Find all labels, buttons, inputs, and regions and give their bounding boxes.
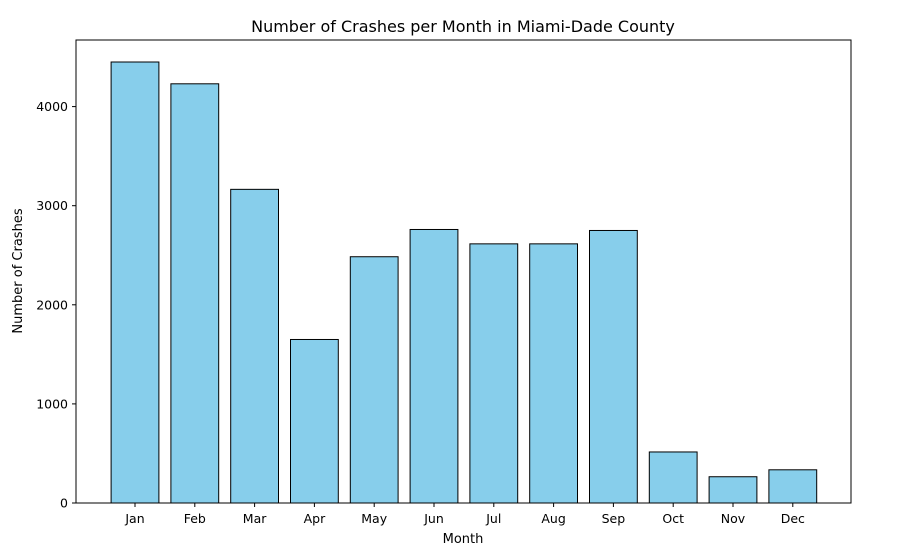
bar-aug (529, 243, 579, 504)
x-tick-label: Nov (721, 511, 746, 526)
x-tick-label: Aug (541, 511, 565, 526)
chart-title: Number of Crashes per Month in Miami-Dad… (251, 17, 675, 36)
x-tick-label: Feb (184, 511, 206, 526)
y-tick-label: 1000 (36, 396, 68, 411)
bar-oct (648, 451, 698, 504)
bar-apr (290, 338, 339, 504)
bar-sep (589, 229, 638, 504)
y-axis-ticks: 0 1000 2000 3000 4000 (36, 99, 76, 511)
y-tick-label: 3000 (36, 198, 68, 213)
bar-jan (110, 61, 160, 504)
x-axis-label: Month (443, 532, 484, 547)
y-tick-label: 0 (60, 496, 68, 511)
x-tick-label: Mar (243, 511, 267, 526)
y-axis-label: Number of Crashes (11, 208, 26, 333)
bar-feb (170, 83, 220, 504)
x-axis-ticks: Jan Feb Mar Apr May Jun Jul Aug Sep Oct Nov Dec (124, 503, 805, 526)
x-tick-label: Oct (662, 511, 684, 526)
x-tick-label: Sep (602, 511, 626, 526)
bar-dec (768, 469, 818, 504)
bar-nov (708, 476, 758, 504)
x-tick-label: Jun (423, 511, 444, 526)
x-tick-label: Jan (124, 511, 144, 526)
bar-jul (469, 243, 519, 504)
x-tick-label: Jul (485, 511, 501, 526)
x-tick-label: Dec (781, 511, 805, 526)
y-tick-label: 2000 (36, 297, 68, 312)
x-tick-label: May (361, 511, 387, 526)
x-tick-label: Apr (304, 511, 326, 526)
plot-area-frame (75, 39, 852, 504)
y-tick-label: 4000 (36, 99, 68, 114)
bar-may (349, 256, 399, 504)
bar-jun (409, 228, 459, 504)
bar-mar (230, 188, 279, 504)
bars-layer (110, 61, 818, 504)
